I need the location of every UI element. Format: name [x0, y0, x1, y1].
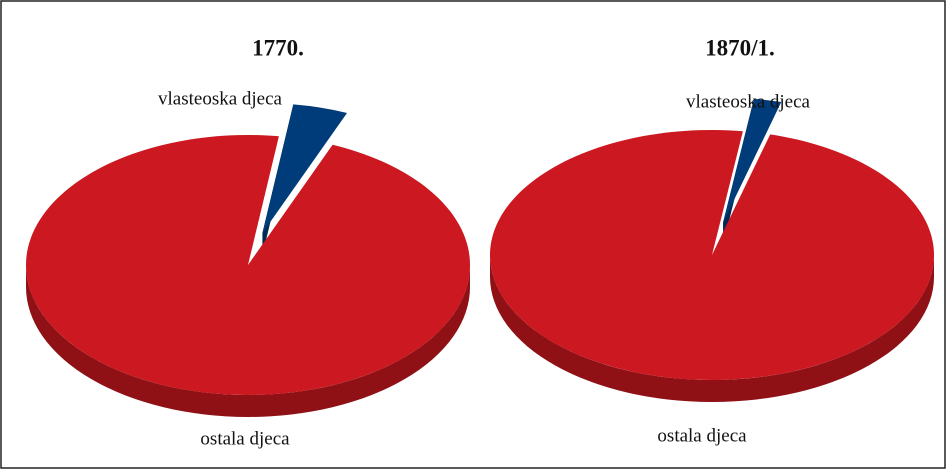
pie-slice: [25, 134, 470, 395]
pie-slice: [489, 130, 934, 380]
slice-label: vlasteoska djeca: [158, 88, 283, 109]
pie-side: [490, 255, 934, 402]
slice-label: vlasteoska djeca: [686, 91, 811, 112]
slice-label: ostala djeca: [657, 425, 747, 446]
slice-label: ostala djeca: [200, 428, 290, 449]
chart-title: 1870/1.: [705, 35, 775, 60]
pie-side: [26, 265, 470, 417]
pie-slice: [262, 104, 348, 234]
chart-title: 1770.: [252, 35, 304, 60]
pie-slice: [723, 98, 782, 223]
